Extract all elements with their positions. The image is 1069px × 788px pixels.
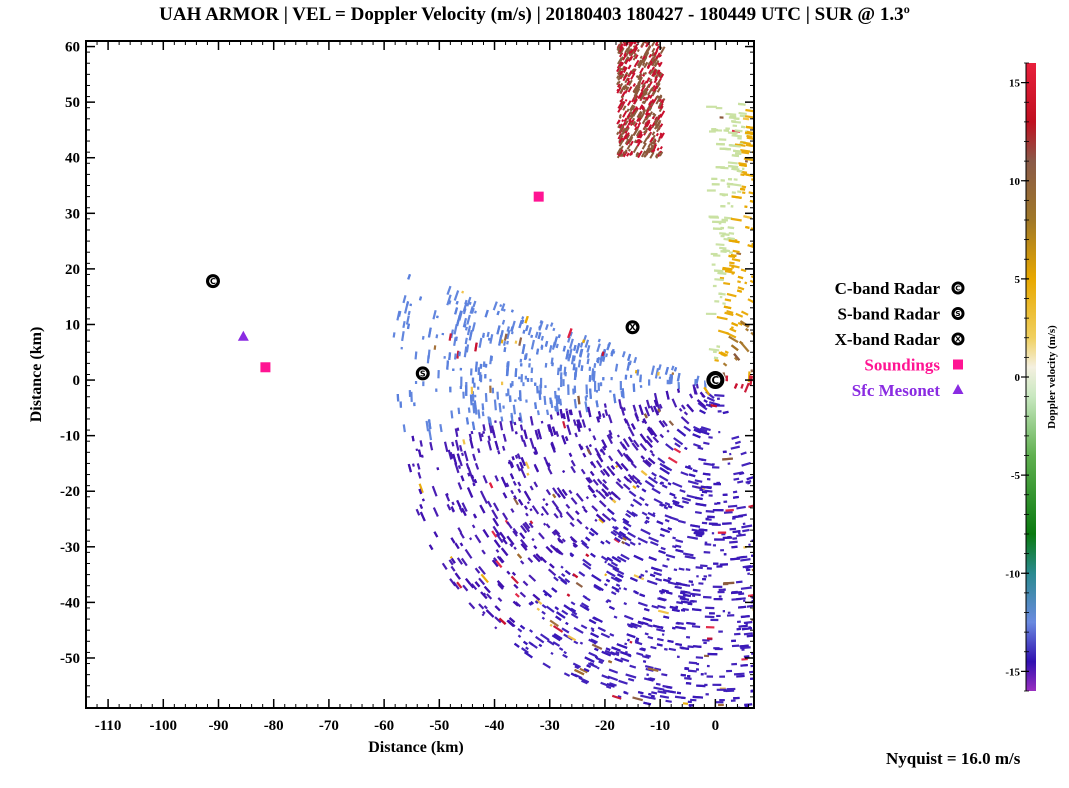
y-tick-label: 0 <box>73 373 81 389</box>
x-tick-label: -50 <box>429 718 449 734</box>
nyquist-label: Nyquist = 16.0 m/s <box>886 749 1021 768</box>
y-tick-label: -50 <box>60 651 80 667</box>
x-tick-label: -30 <box>540 718 560 734</box>
y-tick-label: 40 <box>65 151 80 167</box>
x-band-radarmarker: X <box>624 319 641 336</box>
x-tick-label: -80 <box>264 718 284 734</box>
s-band-radarmarker: S <box>414 365 431 382</box>
legend-item-marker <box>953 359 963 370</box>
x-tick-label: -70 <box>319 718 339 734</box>
velocity-field <box>392 41 754 708</box>
soundingsmarker <box>260 362 271 373</box>
legend-item-label: Sfc Mesonet <box>852 381 941 400</box>
c-band-radarmarker: C <box>705 370 726 391</box>
colorbar-label: Doppler velocity (m/s) <box>1046 325 1058 429</box>
legend-item-label: X-band Radar <box>835 330 941 349</box>
legend-item-marker: X <box>950 331 966 347</box>
legend: C-band Radar CS-band Radar SX-band Radar XS… <box>835 279 966 400</box>
colorbar-bar <box>1026 63 1036 691</box>
legend-item-label: S-band Radar <box>837 305 940 324</box>
legend-item-marker: S <box>950 306 966 321</box>
legend-item-label: Soundings <box>864 356 940 375</box>
y-tick-label: 50 <box>65 95 80 111</box>
y-tick-label: 30 <box>65 206 80 222</box>
colorbar-tick-label: -5 <box>1011 470 1021 482</box>
colorbar: 15 10 5 0 -5 -10 -15 <box>1005 62 1036 692</box>
colorbar-tick-label: 10 <box>1009 176 1021 188</box>
legend-item-label: C-band Radar <box>835 279 941 298</box>
y-tick-label: 20 <box>65 262 80 278</box>
x-tick-label: -60 <box>374 718 394 734</box>
legend-item-marker <box>952 384 964 394</box>
x-axis-label: Distance (km) <box>368 739 464 756</box>
x-tick-label: -110 <box>95 718 122 734</box>
y-tick-label: -30 <box>60 540 80 556</box>
c-band-radarmarker: C <box>204 273 221 290</box>
chart-title: UAH ARMOR | VEL = Doppler Velocity (m/s)… <box>159 4 910 25</box>
station-markers: C C S X <box>204 191 726 391</box>
soundingsmarker <box>533 191 544 202</box>
y-tick-label: -40 <box>60 595 80 611</box>
colorbar-tick-label: 5 <box>1015 274 1021 286</box>
y-tick-label: 60 <box>65 40 80 56</box>
colorbar-tick-label: 15 <box>1009 78 1021 90</box>
legend-item-marker: C <box>950 280 966 296</box>
x-tick-label: -90 <box>208 718 228 734</box>
y-tick-label: -10 <box>60 429 80 445</box>
axis-ticks: -110 -100 -90 -80 -70 -60 -50 -40 -30 -20 -10 06050… <box>60 40 754 734</box>
y-axis-label: Distance (km) <box>28 327 45 423</box>
y-tick-label: -20 <box>60 484 80 500</box>
colorbar-tick-label: -10 <box>1005 568 1020 580</box>
x-tick-label: -20 <box>595 718 615 734</box>
x-tick-label: -10 <box>650 718 670 734</box>
x-tick-label: -100 <box>150 718 178 734</box>
x-tick-label: 0 <box>712 718 720 734</box>
colorbar-tick-label: 0 <box>1015 372 1021 384</box>
x-tick-label: -40 <box>485 718 505 734</box>
sfc-mesonetmarker <box>237 330 249 341</box>
colorbar-tick-label: -15 <box>1005 666 1020 678</box>
y-tick-label: 10 <box>65 317 80 333</box>
